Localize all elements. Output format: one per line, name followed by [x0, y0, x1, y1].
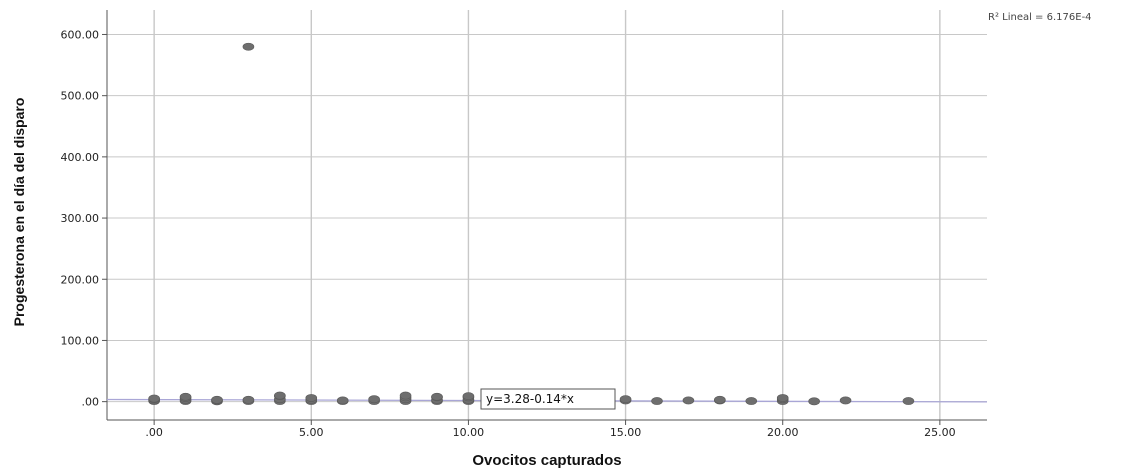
- data-points: [148, 42, 915, 406]
- x-tick-label: 20.00: [767, 426, 799, 439]
- data-point: [745, 397, 758, 405]
- fit-equation-box: y=3.28-0.14*x: [480, 388, 616, 410]
- data-point: [714, 395, 726, 404]
- data-point: [211, 395, 223, 404]
- y-tick-label: 300.00: [61, 212, 100, 225]
- x-axis-title: Ovocitos capturados: [472, 452, 621, 469]
- grid: [107, 10, 987, 420]
- x-tick-label: .00: [145, 426, 163, 439]
- y-tick-label: .00: [82, 396, 100, 409]
- data-point: [682, 396, 695, 405]
- data-point: [399, 391, 412, 400]
- x-tick-label: 15.00: [610, 426, 642, 439]
- fit-equation-border: [480, 388, 616, 410]
- data-point: [902, 397, 915, 405]
- data-point: [619, 395, 632, 404]
- axes: [106, 10, 987, 421]
- y-tick-label: 400.00: [61, 151, 100, 164]
- data-point: [274, 391, 286, 400]
- data-point: [305, 394, 318, 402]
- y-tick-label: 500.00: [61, 90, 100, 103]
- r2-label: R² Lineal = 6.176E-4: [988, 12, 1092, 23]
- x-tick-label: 25.00: [924, 426, 956, 439]
- y-axis-title: Progesterona en el día del disparo: [11, 98, 27, 327]
- data-point: [336, 396, 349, 405]
- data-point: [431, 392, 443, 401]
- y-tick-label: 100.00: [61, 334, 100, 347]
- tick-labels: .00 5.00 10.00 15.00 20.00 25.00 .00 100.00 200.…: [61, 28, 956, 439]
- data-point: [148, 394, 160, 403]
- fit-equation-label: y=3.28-0.14*x: [486, 392, 574, 406]
- data-point: [179, 392, 192, 401]
- data-point: [808, 397, 820, 406]
- x-tick-label: 5.00: [299, 426, 324, 439]
- data-point: [242, 395, 255, 404]
- data-point: [368, 395, 380, 404]
- x-tick-label: 10.00: [453, 426, 485, 439]
- y-tick-label: 600.00: [61, 28, 100, 41]
- data-point: [651, 397, 663, 405]
- data-point: [242, 42, 255, 51]
- data-point: [839, 396, 852, 405]
- data-point: [462, 392, 475, 401]
- y-tick-label: 200.00: [61, 273, 100, 286]
- data-point: [776, 394, 789, 402]
